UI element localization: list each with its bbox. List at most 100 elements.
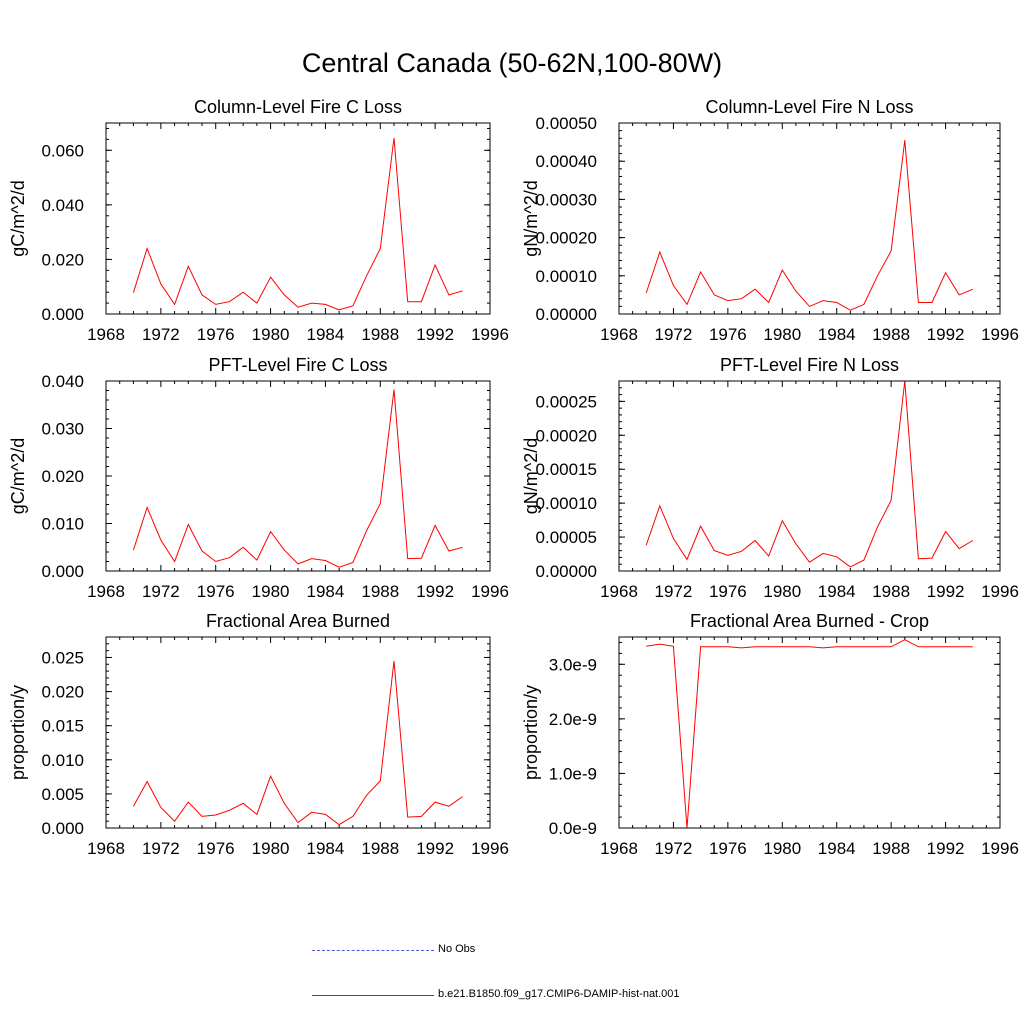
x-tick-label: 1996 bbox=[471, 839, 509, 858]
legend-model-label: b.e21.B1850.f09_g17.CMIP6-DAMIP-hist-nat… bbox=[438, 988, 680, 1000]
x-tick-label: 1988 bbox=[361, 839, 399, 858]
y-tick-label: 0.00020 bbox=[536, 426, 597, 445]
x-tick-label: 1984 bbox=[307, 582, 345, 601]
x-tick-label: 1996 bbox=[981, 325, 1019, 344]
x-tick-label: 1980 bbox=[763, 325, 801, 344]
legend-obs-label: No Obs bbox=[438, 943, 476, 955]
plot-frame bbox=[105, 380, 491, 572]
y-tick-label: 0.0e-9 bbox=[549, 819, 597, 838]
y-tick-label: 1.0e-9 bbox=[549, 764, 597, 783]
panel-title: PFT-Level Fire C Loss bbox=[208, 355, 387, 375]
x-tick-label: 1972 bbox=[142, 582, 180, 601]
y-tick-label: 0.000 bbox=[41, 819, 84, 838]
y-tick-label: 0.000 bbox=[41, 562, 84, 581]
x-tick-label: 1968 bbox=[87, 325, 125, 344]
x-tick-label: 1984 bbox=[818, 582, 856, 601]
x-tick-label: 1976 bbox=[709, 839, 747, 858]
chart-panel-6: Fractional Area Burned - Crop proportion/… bbox=[521, 611, 1019, 858]
x-tick-label: 1976 bbox=[197, 325, 235, 344]
x-tick-label: 1996 bbox=[471, 325, 509, 344]
y-tick-label: 0.000 bbox=[41, 305, 84, 324]
x-tick-label: 1972 bbox=[142, 325, 180, 344]
panel-title: Column-Level Fire C Loss bbox=[194, 97, 402, 117]
y-tick-label: 0.030 bbox=[41, 420, 84, 439]
y-tick-label: 0.020 bbox=[41, 467, 84, 486]
y-tick-label: 0.00040 bbox=[536, 152, 597, 171]
x-tick-label: 1988 bbox=[361, 582, 399, 601]
y-tick-label: 0.015 bbox=[41, 717, 84, 736]
y-tick-label: 0.00050 bbox=[536, 114, 597, 133]
legend-model-line bbox=[312, 995, 434, 996]
x-tick-label: 1992 bbox=[927, 325, 965, 344]
x-tick-label: 1996 bbox=[981, 582, 1019, 601]
x-tick-label: 1992 bbox=[927, 839, 965, 858]
series-line-model bbox=[132, 137, 463, 311]
chart-panel-4: PFT-Level Fire N Loss gN/m^2/d 1968 1972 197… bbox=[521, 355, 1019, 601]
x-tick-label: 1996 bbox=[981, 839, 1019, 858]
x-tick-label: 1992 bbox=[416, 325, 454, 344]
y-tick-label: 0.00025 bbox=[536, 392, 597, 411]
x-tick-label: 1980 bbox=[763, 582, 801, 601]
y-tick-label: 0.010 bbox=[41, 751, 84, 770]
x-tick-label: 1984 bbox=[818, 325, 856, 344]
y-tick-label: 0.020 bbox=[41, 250, 84, 269]
x-tick-label: 1988 bbox=[361, 325, 399, 344]
x-tick-label: 1980 bbox=[763, 839, 801, 858]
legend-obs-dashed-line bbox=[312, 950, 434, 951]
x-tick-label: 1968 bbox=[87, 839, 125, 858]
x-tick-label: 1988 bbox=[872, 839, 910, 858]
y-axis-label: proportion/y bbox=[521, 685, 541, 780]
x-tick-label: 1992 bbox=[927, 582, 965, 601]
y-tick-label: 0.00005 bbox=[536, 528, 597, 547]
y-tick-label: 0.00015 bbox=[536, 460, 597, 479]
x-tick-label: 1972 bbox=[655, 582, 693, 601]
x-tick-label: 1976 bbox=[709, 325, 747, 344]
x-tick-label: 1968 bbox=[600, 325, 638, 344]
y-tick-label: 0.020 bbox=[41, 683, 84, 702]
plot-frame bbox=[105, 122, 491, 315]
y-tick-label: 0.060 bbox=[41, 141, 84, 160]
y-tick-label: 0.00000 bbox=[536, 562, 597, 581]
series-line-model bbox=[645, 380, 974, 568]
panel-title: PFT-Level Fire N Loss bbox=[720, 355, 899, 375]
x-tick-label: 1984 bbox=[307, 839, 345, 858]
x-tick-label: 1976 bbox=[197, 582, 235, 601]
y-tick-label: 2.0e-9 bbox=[549, 710, 597, 729]
y-axis-label: gN/m^2/d bbox=[521, 438, 541, 514]
y-tick-label: 0.00020 bbox=[536, 229, 597, 248]
figure-title: Central Canada (50-62N,100-80W) bbox=[301, 48, 723, 78]
chart-panel-5: Fractional Area Burned proportion/y 1968 19… bbox=[8, 611, 509, 858]
x-tick-label: 1980 bbox=[252, 325, 290, 344]
y-tick-label: 3.0e-9 bbox=[549, 655, 597, 674]
panel-title: Fractional Area Burned - Crop bbox=[690, 611, 929, 631]
plot-frame bbox=[618, 122, 1001, 315]
y-tick-label: 0.00030 bbox=[536, 190, 597, 209]
x-tick-label: 1972 bbox=[655, 839, 693, 858]
x-tick-label: 1968 bbox=[600, 839, 638, 858]
x-tick-label: 1980 bbox=[252, 839, 290, 858]
chart-panel-1: Column-Level Fire C Loss gC/m^2/d 1968 1972… bbox=[8, 97, 509, 344]
plot-frame bbox=[105, 636, 491, 829]
series-line-model bbox=[645, 140, 973, 311]
chart-panel-3: PFT-Level Fire C Loss gC/m^2/d 1968 1972 197… bbox=[8, 355, 509, 601]
y-tick-label: 0.00010 bbox=[536, 494, 597, 513]
x-tick-label: 1984 bbox=[818, 839, 856, 858]
x-tick-label: 1968 bbox=[600, 582, 638, 601]
x-tick-label: 1976 bbox=[197, 839, 235, 858]
x-tick-label: 1992 bbox=[416, 582, 454, 601]
series-line-model bbox=[646, 639, 973, 829]
x-tick-label: 1984 bbox=[307, 325, 345, 344]
panel-title: Fractional Area Burned bbox=[206, 611, 390, 631]
plot-frame bbox=[618, 636, 1001, 829]
y-axis-label: gC/m^2/d bbox=[8, 438, 28, 514]
x-tick-label: 1980 bbox=[252, 582, 290, 601]
x-tick-label: 1988 bbox=[872, 325, 910, 344]
y-axis-label: gN/m^2/d bbox=[521, 180, 541, 256]
x-tick-label: 1972 bbox=[655, 325, 693, 344]
y-tick-label: 0.040 bbox=[41, 196, 84, 215]
y-tick-label: 0.040 bbox=[41, 372, 84, 391]
x-tick-label: 1988 bbox=[872, 582, 910, 601]
x-tick-label: 1996 bbox=[471, 582, 509, 601]
